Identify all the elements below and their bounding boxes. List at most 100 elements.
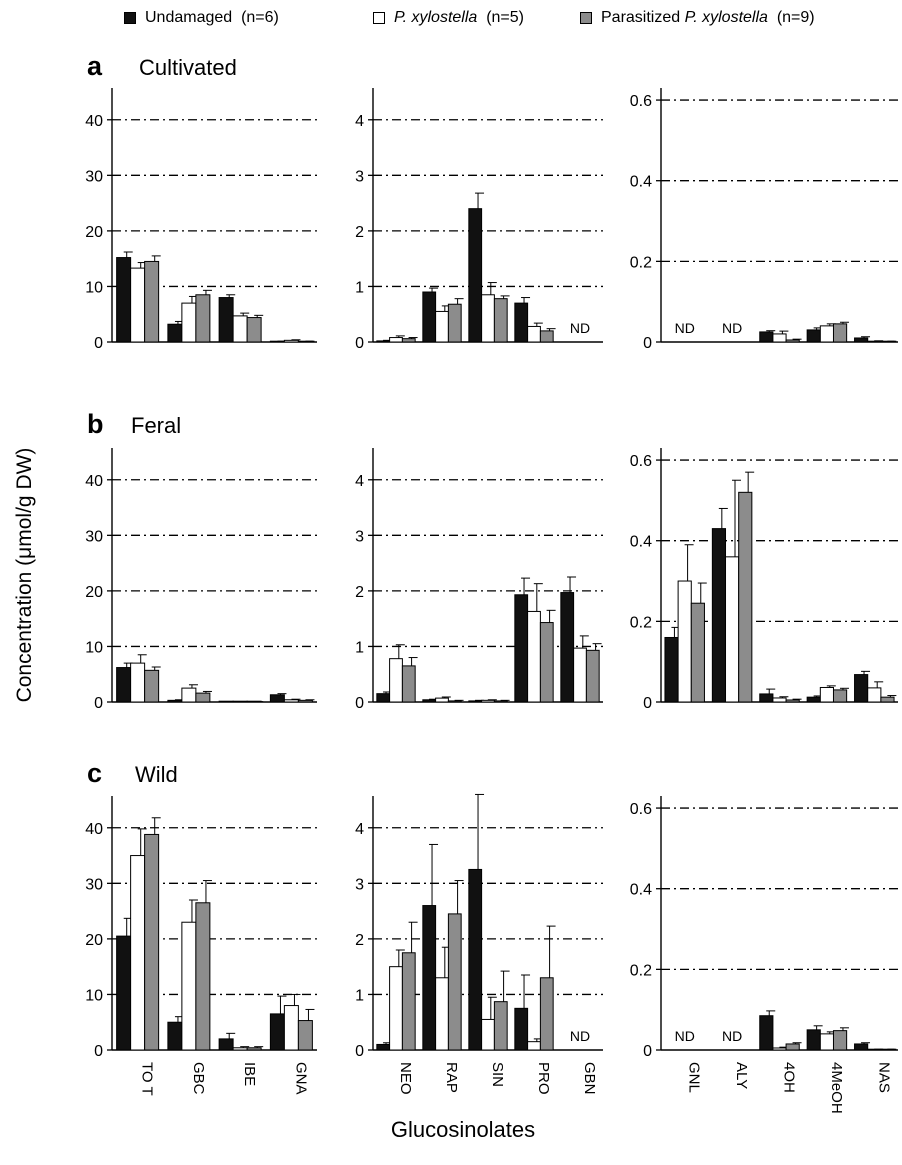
bar-wild-middle-pro-s2 [539, 977, 554, 1051]
bar-wild-middle-pro-s1 [527, 1041, 541, 1051]
y-tick-label-wild-right-0: 0 [643, 1043, 652, 1060]
bar-wild-left-tot-s1 [130, 855, 146, 1051]
bar-cultivated-middle-rap-s1 [435, 310, 449, 343]
y-tick-label-wild-middle-1: 1 [355, 987, 364, 1004]
y-tick-label-feral-middle-4: 4 [355, 473, 364, 490]
bar-feral-middle-gbn-s0 [560, 592, 575, 703]
bar-feral-middle-rap-s1 [435, 697, 449, 703]
y-tick-label-wild-middle-0: 0 [355, 1043, 364, 1060]
y-tick-label-cultivated-right-3: 0.6 [630, 93, 652, 110]
y-tick-label-feral-middle-3: 3 [355, 528, 364, 545]
bar-feral-right-aly-s0 [711, 528, 727, 703]
bar-cultivated-middle-pro-s0 [514, 302, 529, 343]
bar-cultivated-middle-pro-s1 [527, 325, 541, 343]
y-tick-label-cultivated-right-1: 0.2 [630, 254, 652, 271]
bar-wild-right-4meoh-s0 [806, 1029, 821, 1051]
bar-wild-left-gna-s0 [269, 1013, 285, 1051]
bar-wild-left-gbc-s0 [167, 1021, 183, 1051]
bar-cultivated-right-nas-s1 [867, 340, 882, 343]
category-label-middle-pro: PRO [535, 1062, 552, 1095]
bar-feral-middle-gbn-s2 [585, 649, 600, 703]
y-tick-label-cultivated-middle-1: 1 [355, 279, 364, 296]
bar-wild-right-4oh-s1 [772, 1047, 787, 1051]
category-label-left-tot: TO T [139, 1062, 156, 1096]
bar-feral-left-gbc-s2 [195, 692, 211, 703]
y-tick-label-wild-left-4: 40 [85, 821, 103, 838]
bar-feral-left-tot-s2 [144, 669, 160, 703]
bar-wild-middle-rap-s1 [435, 977, 449, 1051]
legend-swatch-parasitized [580, 12, 592, 24]
bar-cultivated-right-4oh-s0 [759, 331, 774, 343]
bar-wild-middle-rap-s0 [422, 905, 437, 1051]
row-title-cultivated: Cultivated [139, 55, 237, 80]
y-tick-label-wild-left-3: 30 [85, 876, 103, 893]
row-letter-cultivated: a [87, 51, 103, 81]
bar-wild-left-ibe-s2 [246, 1047, 262, 1051]
bar-wild-left-gna-s2 [297, 1020, 313, 1051]
bar-wild-left-tot-s0 [116, 935, 132, 1051]
bar-feral-middle-sin-s0 [468, 700, 483, 703]
y-tick-label-feral-left-2: 20 [85, 584, 103, 601]
bar-wild-left-ibe-s1 [232, 1047, 248, 1051]
bar-wild-left-tot-s2 [144, 833, 160, 1051]
category-label-right-4meoh: 4MeOH [828, 1062, 845, 1114]
y-tick-label-feral-left-1: 10 [85, 639, 103, 656]
bar-feral-middle-rap-s0 [422, 699, 437, 703]
y-tick-label-cultivated-middle-2: 2 [355, 224, 364, 241]
y-tick-label-feral-left-4: 40 [85, 473, 103, 490]
legend: Undamaged (n=6) P. xylostella (n=5) Para… [0, 0, 902, 40]
bar-feral-right-gnl-s0 [664, 636, 679, 703]
bar-feral-right-aly-s1 [725, 556, 740, 703]
row-letter-wild: c [87, 758, 102, 788]
legend-swatch-xylostella [373, 12, 385, 24]
y-tick-label-cultivated-middle-4: 4 [355, 113, 364, 130]
bar-feral-right-gnl-s2 [690, 602, 705, 703]
legend-label-undamaged: Undamaged [145, 9, 233, 26]
bar-feral-right-4meoh-s0 [806, 696, 821, 703]
legend-count-xylostella: (n=5) [486, 9, 524, 26]
y-tick-label-feral-middle-2: 2 [355, 584, 364, 601]
legend-count-parasitized: (n=9) [776, 9, 815, 26]
category-label-middle-gbn: GBN [581, 1062, 598, 1095]
bar-feral-right-4oh-s1 [772, 697, 787, 703]
category-label-right-gnl: GNL [686, 1062, 703, 1093]
bar-cultivated-left-tot-s0 [116, 257, 132, 343]
bar-cultivated-middle-pro-s2 [539, 330, 554, 343]
category-label-right-aly: ALY [733, 1062, 750, 1089]
bar-feral-right-4meoh-s2 [832, 689, 848, 703]
x-axis-title-text: Glucosinolates [390, 1117, 536, 1142]
category-label-middle-sin: SIN [489, 1062, 506, 1087]
bar-feral-right-4meoh-s1 [819, 686, 834, 703]
legend-item-parasitized: Parasitized P. xylostella (n=9) [580, 9, 815, 27]
bar-cultivated-middle-sin-s0 [468, 208, 483, 343]
y-tick-label-feral-left-3: 30 [85, 528, 103, 545]
bar-cultivated-middle-rap-s2 [447, 303, 462, 343]
legend-label-xylostella: P. xylostella [394, 9, 478, 26]
bar-wild-middle-neo-s0 [376, 1043, 391, 1051]
legend-count-undamaged: (n=6) [241, 9, 279, 26]
nd-label-wild-right-0: ND [675, 1028, 695, 1044]
bar-wild-middle-sin-s0 [468, 868, 483, 1051]
bar-wild-right-4oh-s0 [759, 1015, 774, 1051]
y-tick-label-wild-middle-4: 4 [355, 821, 364, 838]
category-label-right-nas: NAS [875, 1062, 892, 1093]
nd-label-wild-right-1: ND [722, 1028, 742, 1044]
y-tick-label-wild-middle-3: 3 [355, 876, 364, 893]
bar-cultivated-right-4meoh-s0 [806, 329, 821, 343]
bar-wild-middle-sin-s1 [481, 1018, 495, 1051]
category-label-middle-rap: RAP [443, 1062, 460, 1093]
bar-cultivated-middle-sin-s2 [493, 298, 508, 343]
bar-cultivated-middle-neo-s0 [376, 340, 391, 343]
bar-feral-middle-sin-s1 [481, 699, 495, 703]
category-label-left-gna: GNA [292, 1062, 309, 1095]
y-tick-label-wild-right-2: 0.4 [630, 882, 652, 899]
bar-cultivated-left-gna-s1 [283, 339, 299, 343]
bar-cultivated-right-4meoh-s1 [819, 325, 834, 343]
bar-feral-middle-neo-s1 [389, 658, 403, 703]
bar-cultivated-middle-neo-s2 [401, 338, 416, 343]
bar-feral-left-gna-s0 [269, 694, 285, 703]
y-tick-label-cultivated-left-1: 10 [85, 279, 103, 296]
legend-item-undamaged: Undamaged (n=6) [124, 9, 279, 27]
bar-cultivated-right-4oh-s1 [772, 333, 787, 343]
